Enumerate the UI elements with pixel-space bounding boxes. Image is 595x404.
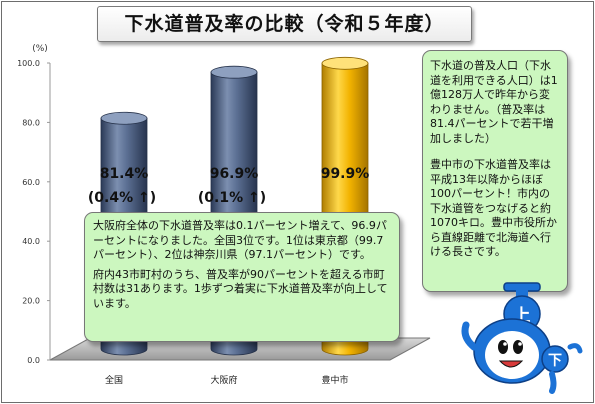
osaka-note-paragraph-2: 府内43市町村のうち、普及率が90パーセントを超える市町村数は31あります。1歩… xyxy=(93,267,388,310)
bar-top xyxy=(100,111,148,125)
national-toyonaka-note-box: 下水道の普及人口（下水道を利用できる人口）は1億128万人で昨年から変わりません… xyxy=(422,50,568,292)
y-tick-label: 60.0 xyxy=(22,178,40,187)
bar-top xyxy=(321,56,369,70)
osaka-note-paragraph-1: 大阪府全体の下水道普及率は0.1パーセント増えて、96.9パーセントになりました… xyxy=(93,219,387,261)
x-category-label: 全国 xyxy=(105,374,123,386)
bar-change-label: (0.4% ↑) xyxy=(88,190,156,206)
toyonaka-note-paragraph: 豊中市の下水道普及率は平成13年以降からほぼ100パーセント！市内の下水道管をつ… xyxy=(430,158,557,258)
x-category-label: 大阪府 xyxy=(210,374,237,386)
y-axis-unit-label: (%) xyxy=(32,44,48,54)
y-tick-label: 0.0 xyxy=(27,356,40,365)
bar-top xyxy=(210,65,258,79)
mascot-bottom-text: 下 xyxy=(548,353,562,369)
bar-value-label: 99.9% xyxy=(321,166,370,182)
y-tick-label: 40.0 xyxy=(22,237,40,246)
bar-change-label: (0.1% ↑) xyxy=(198,190,266,206)
x-category-label: 豊中市 xyxy=(321,374,348,386)
bar-value-label: 81.4% xyxy=(100,166,149,182)
osaka-note-box: 大阪府全体の下水道普及率は0.1パーセント増えて、96.9パーセントになりました… xyxy=(84,212,400,342)
y-tick-label: 20.0 xyxy=(22,297,40,306)
sewer-mascot-icon: 上 下 xyxy=(461,282,583,394)
bar-value-label: 96.9% xyxy=(210,166,259,182)
national-note-paragraph: 下水道の普及人口（下水道を利用できる人口）は1億128万人で昨年から変わりません… xyxy=(430,59,558,145)
y-tick-label: 100.0 xyxy=(17,59,40,68)
y-tick-label: 80.0 xyxy=(22,118,40,127)
chart-title: 下水道普及率の比較（令和５年度） xyxy=(97,6,472,42)
